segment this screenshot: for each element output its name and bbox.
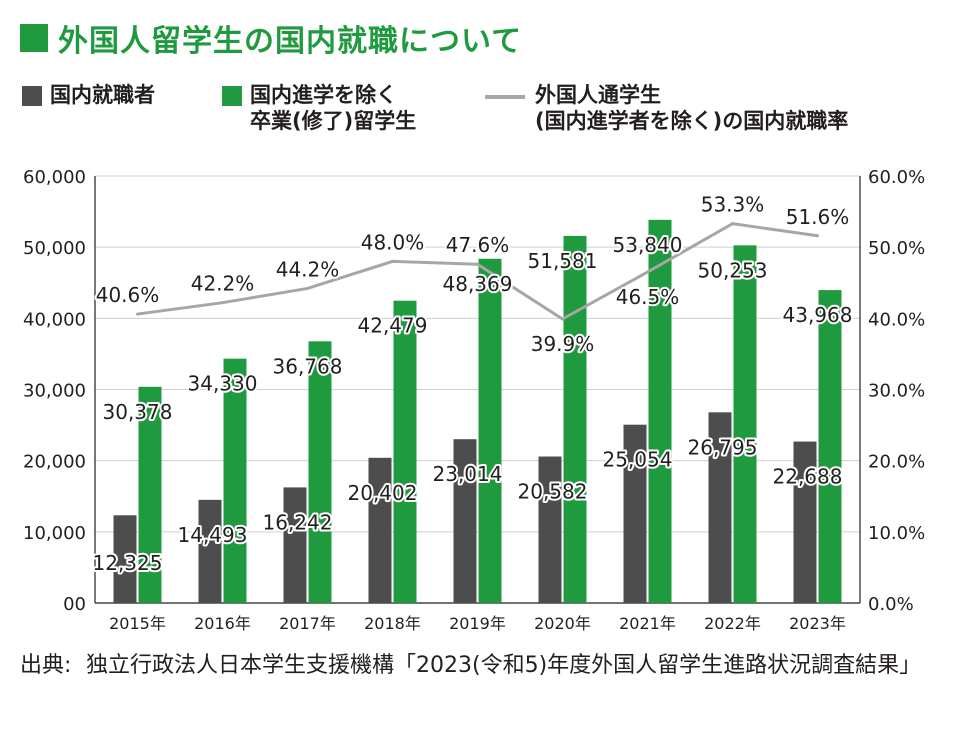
data-label-employed: 20,582 [518,480,588,504]
legend-swatch-graduates-icon [222,86,242,106]
left-tick-label: 40,000 [23,309,86,330]
rate-point [476,262,479,266]
data-label-rate: 47.6% [446,233,510,257]
data-label-rate: 42.2% [191,272,255,296]
data-label-rate: 53.3% [701,193,765,217]
x-tick-label: 2015年 [109,614,166,633]
right-tick-label: 0.0% [868,594,914,615]
data-label-graduates: 36,768 [273,354,343,378]
rate-point [816,234,819,238]
right-tick-label: 10.0% [868,523,925,544]
source-label: 出典: [20,653,72,678]
legend-item-graduates: 国内進学を除く 卒業(修了)留学生 [222,82,416,134]
data-label-graduates: 34,330 [188,372,258,396]
legend-swatch-rate-icon [485,95,525,99]
data-label-employed: 14,493 [178,523,248,547]
legend-label-rate-1: 外国人通学生 [535,83,661,107]
legend-item-rate: 外国人通学生 (国内進学者を除く)の国内就職率 [485,82,848,134]
data-label-graduates: 48,369 [443,272,513,296]
x-tick-label: 2020年 [534,614,591,633]
bar-graduates [308,341,332,603]
data-label-rate: 44.2% [276,257,340,281]
legend-label-graduates-2: 卒業(修了)留学生 [250,109,417,133]
bar-graduates [138,386,162,603]
data-label-employed: 26,795 [688,435,758,459]
rate-point [561,317,564,321]
bar-employed [793,441,817,603]
chart: 00 0.0% 10,000 10.0% 20,000 20.0% 30,000 30.0% 4… [23,167,925,633]
rate-point [221,301,224,305]
rate-point [306,286,309,290]
x-tick-label: 2017年 [279,614,336,633]
right-tick-label: 50.0% [868,238,925,259]
bar-graduates [733,245,757,603]
bar-graduates [393,300,417,603]
source-text: 独立行政法人日本学生支援機構「2023(令和5)年度外国人留学生進路状況調査結果… [86,653,922,678]
bar-graduates [648,219,672,603]
bar-graduates [818,290,842,603]
bar-employed [538,456,562,603]
bar-employed [113,515,137,603]
bar-graduates [223,358,247,603]
x-tick-label: 2018年 [364,614,421,633]
data-label-rate: 40.6% [96,283,160,307]
data-label-employed: 25,054 [603,448,673,472]
left-tick-label: 60,000 [23,167,86,188]
rate-point [391,259,394,263]
data-label-employed: 20,402 [348,481,418,505]
left-tick-label: 20,000 [23,452,86,473]
rate-point [731,222,734,226]
bar-employed [708,412,732,603]
data-label-employed: 23,014 [433,462,503,486]
data-label-graduates: 51,581 [528,249,598,273]
legend-item-employed: 国内就職者 [22,82,155,108]
bar-employed [283,487,307,603]
legend: 国内就職者 国内進学を除く 卒業(修了)留学生 外国人通学生 (国内進学者を除く… [0,0,960,150]
bar-employed [198,499,222,603]
rate-point [136,312,139,316]
data-label-graduates: 43,968 [783,303,853,327]
legend-swatch-employed-icon [22,86,42,106]
data-label-rate: 51.6% [786,205,850,229]
right-tick-label: 20.0% [868,452,925,473]
left-tick-label: 10,000 [23,523,86,544]
x-tick-label: 2022年 [704,614,761,633]
data-label-graduates: 30,378 [103,400,173,424]
x-tick-label: 2021年 [619,614,676,633]
bar-graduates [478,258,502,603]
legend-label-employed: 国内就職者 [50,83,155,107]
page-title-text: 外国人留学生の国内就職について [58,24,523,59]
bar-employed [623,424,647,603]
x-tick-label: 2019年 [449,614,506,633]
data-label-employed: 22,688 [773,465,843,489]
title-square-icon [20,24,48,52]
data-label-rate: 39.9% [531,332,595,356]
page-title: 外国人留学生の国内就職について [20,14,522,62]
legend-label-rate-2: (国内進学者を除く)の国内就職率 [535,109,849,133]
bar-graduates [563,235,587,603]
right-tick-label: 60.0% [868,167,925,188]
source-note: 出典: 独立行政法人日本学生支援機構「2023(令和5)年度外国人留学生進路状況調… [20,650,940,682]
data-label-rate: 48.0% [361,230,425,254]
left-tick-label: 50,000 [23,238,86,259]
bar-employed [368,457,392,603]
rate-point [646,270,649,274]
data-label-graduates: 50,253 [698,258,768,282]
x-tick-label: 2023年 [789,614,846,633]
data-label-graduates: 53,840 [613,233,683,257]
left-tick-label: 00 [63,594,86,615]
x-tick-label: 2016年 [194,614,251,633]
right-tick-label: 30.0% [868,381,925,402]
right-tick-label: 40.0% [868,309,925,330]
legend-label-graduates-1: 国内進学を除く [250,83,397,107]
data-label-employed: 12,325 [93,551,163,575]
left-tick-label: 30,000 [23,381,86,402]
data-label-rate: 46.5% [616,285,680,309]
data-label-employed: 16,242 [263,510,333,534]
bar-employed [453,439,477,603]
data-label-graduates: 42,479 [358,314,428,338]
